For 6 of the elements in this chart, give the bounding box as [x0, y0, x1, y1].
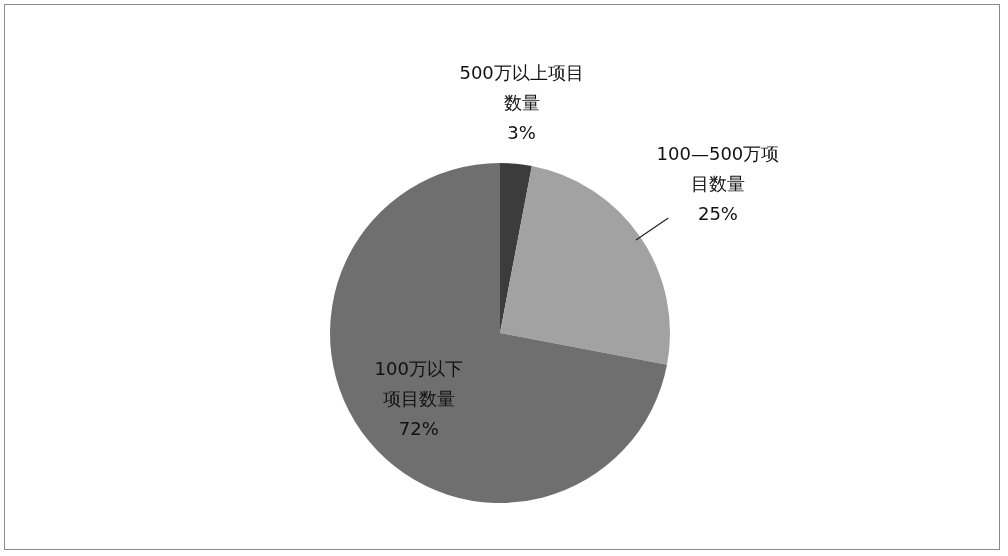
slice-label: 100万以下项目数量	[374, 357, 463, 409]
slice-label: 100—500万项目数量	[656, 142, 780, 194]
data-label: 25%	[697, 202, 738, 224]
slice-label: 500万以上项目数量	[459, 62, 584, 114]
data-label: 3%	[507, 122, 536, 144]
data-label: 72%	[398, 417, 439, 439]
